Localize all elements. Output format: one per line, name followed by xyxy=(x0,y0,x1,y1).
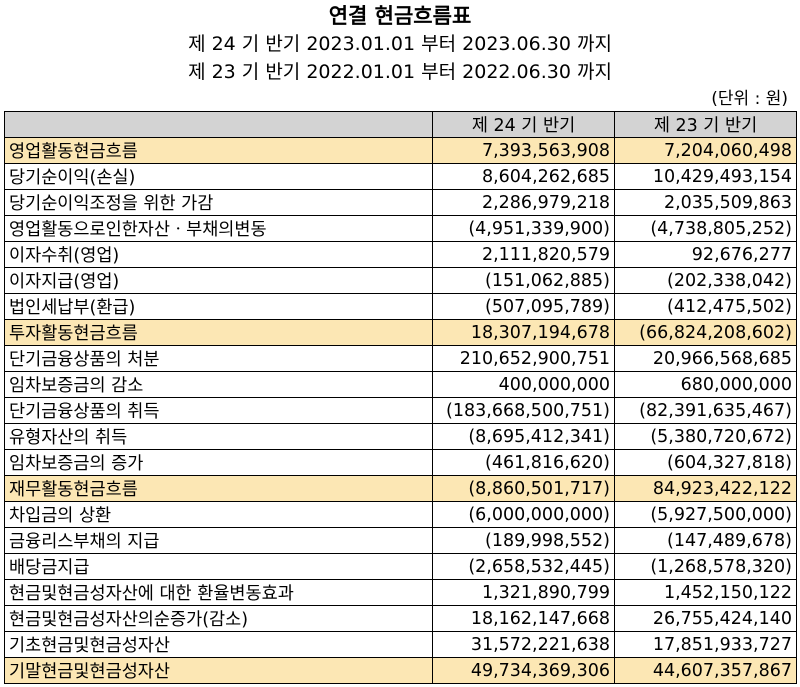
row-value-prior: (1,268,578,320) xyxy=(614,553,797,580)
row-value-prior: 92,676,277 xyxy=(614,241,797,268)
row-value-current: (4,951,339,900) xyxy=(432,215,615,242)
row-label: 이자지급(영업) xyxy=(4,267,433,294)
row-value-prior: 10,429,493,154 xyxy=(614,163,797,190)
header-blank-cell xyxy=(4,111,433,138)
table-row: 현금및현금성자산에 대한 환율변동효과 1,321,890,799 1,452,… xyxy=(4,579,797,606)
row-value-prior: 1,452,150,122 xyxy=(614,579,797,606)
row-label: 당기순이익(손실) xyxy=(4,163,433,190)
row-label: 임차보증금의 감소 xyxy=(4,371,433,398)
period-current: 제 24 기 반기 2023.01.01 부터 2023.06.30 까지 xyxy=(188,33,612,55)
row-value-prior: 680,000,000 xyxy=(614,371,797,398)
row-label: 투자활동현금흐름 xyxy=(4,319,433,346)
table-row: 단기금융상품의 처분 210,652,900,751 20,966,568,68… xyxy=(4,345,797,372)
row-value-current: (189,998,552) xyxy=(432,527,615,554)
row-value-prior: 17,851,933,727 xyxy=(614,631,797,658)
row-label: 금융리스부채의 지급 xyxy=(4,527,433,554)
row-value-current: (461,816,620) xyxy=(432,449,615,476)
row-value-prior: (412,475,502) xyxy=(614,293,797,320)
row-value-current: (8,860,501,717) xyxy=(432,475,615,502)
row-value-current: (151,062,885) xyxy=(432,267,615,294)
row-value-current: 31,572,221,638 xyxy=(432,631,615,658)
row-value-current: 400,000,000 xyxy=(432,371,615,398)
row-label: 기초현금및현금성자산 xyxy=(4,631,433,658)
row-value-current: (507,095,789) xyxy=(432,293,615,320)
row-value-prior: 7,204,060,498 xyxy=(614,137,797,164)
header-prior-period: 제 23 기 반기 xyxy=(614,111,797,138)
table-row: 임차보증금의 감소 400,000,000 680,000,000 xyxy=(4,371,797,398)
row-label: 법인세납부(환급) xyxy=(4,293,433,320)
row-value-current: 18,162,147,668 xyxy=(432,605,615,632)
table-row: 투자활동현금흐름 18,307,194,678 (66,824,208,602) xyxy=(4,319,797,346)
table-row: 이자수취(영업) 2,111,820,579 92,676,277 xyxy=(4,241,797,268)
table-row: 영업활동으로인한자산ㆍ부채의변동 (4,951,339,900) (4,738,… xyxy=(4,215,797,242)
statement-title: 연결 현금흐름표 xyxy=(328,4,472,28)
table-row: 단기금융상품의 취득 (183,668,500,751) (82,391,635… xyxy=(4,397,797,424)
row-label: 차입금의 상환 xyxy=(4,501,433,528)
row-label: 유형자산의 취득 xyxy=(4,423,433,450)
row-value-current: 18,307,194,678 xyxy=(432,319,615,346)
row-value-current: (6,000,000,000) xyxy=(432,501,615,528)
row-label: 당기순이익조정을 위한 가감 xyxy=(4,189,433,216)
row-value-prior: 2,035,509,863 xyxy=(614,189,797,216)
table-row: 유형자산의 취득 (8,695,412,341) (5,380,720,672) xyxy=(4,423,797,450)
row-label: 재무활동현금흐름 xyxy=(4,475,433,502)
table-row: 배당금지급 (2,658,532,445) (1,268,578,320) xyxy=(4,553,797,580)
row-value-current: 1,321,890,799 xyxy=(432,579,615,606)
row-value-prior: (4,738,805,252) xyxy=(614,215,797,242)
row-value-prior: (147,489,678) xyxy=(614,527,797,554)
row-value-current: (183,668,500,751) xyxy=(432,397,615,424)
row-value-prior: (82,391,635,467) xyxy=(614,397,797,424)
table-row: 차입금의 상환 (6,000,000,000) (5,927,500,000) xyxy=(4,501,797,528)
period-prior: 제 23 기 반기 2022.01.01 부터 2022.06.30 까지 xyxy=(188,61,612,83)
row-value-prior: (5,380,720,672) xyxy=(614,423,797,450)
row-value-prior: (604,327,818) xyxy=(614,449,797,476)
row-value-current: (8,695,412,341) xyxy=(432,423,615,450)
row-label: 배당금지급 xyxy=(4,553,433,580)
row-value-current: 2,286,979,218 xyxy=(432,189,615,216)
row-label: 영업활동현금흐름 xyxy=(4,137,433,164)
row-value-current: 8,604,262,685 xyxy=(432,163,615,190)
row-value-current: 210,652,900,751 xyxy=(432,345,615,372)
row-label: 현금및현금성자산에 대한 환율변동효과 xyxy=(4,579,433,606)
row-value-prior: 44,607,357,867 xyxy=(614,657,797,684)
row-label: 기말현금및현금성자산 xyxy=(4,657,433,684)
table-row: 당기순이익조정을 위한 가감 2,286,979,218 2,035,509,8… xyxy=(4,189,797,216)
row-value-prior: (5,927,500,000) xyxy=(614,501,797,528)
row-value-prior: (202,338,042) xyxy=(614,267,797,294)
row-label: 임차보증금의 증가 xyxy=(4,449,433,476)
row-value-current: (2,658,532,445) xyxy=(432,553,615,580)
table-row: 이자지급(영업) (151,062,885) (202,338,042) xyxy=(4,267,797,294)
table-row: 기초현금및현금성자산 31,572,221,638 17,851,933,727 xyxy=(4,631,797,658)
table-row: 영업활동현금흐름 7,393,563,908 7,204,060,498 xyxy=(4,137,797,164)
table-row: 현금및현금성자산의순증가(감소) 18,162,147,668 26,755,4… xyxy=(4,605,797,632)
row-label: 현금및현금성자산의순증가(감소) xyxy=(4,605,433,632)
row-value-current: 49,734,369,306 xyxy=(432,657,615,684)
row-value-current: 2,111,820,579 xyxy=(432,241,615,268)
row-value-prior: 26,755,424,140 xyxy=(614,605,797,632)
row-value-prior: 84,923,422,122 xyxy=(614,475,797,502)
table-row: 당기순이익(손실) 8,604,262,685 10,429,493,154 xyxy=(4,163,797,190)
row-value-prior: (66,824,208,602) xyxy=(614,319,797,346)
row-label: 이자수취(영업) xyxy=(4,241,433,268)
row-value-prior: 20,966,568,685 xyxy=(614,345,797,372)
table-row: 법인세납부(환급) (507,095,789) (412,475,502) xyxy=(4,293,797,320)
table-header-row: 제 24 기 반기 제 23 기 반기 xyxy=(4,111,797,138)
table-row: 금융리스부채의 지급 (189,998,552) (147,489,678) xyxy=(4,527,797,554)
table-row: 재무활동현금흐름 (8,860,501,717) 84,923,422,122 xyxy=(4,475,797,502)
cash-flow-table: 제 24 기 반기 제 23 기 반기 영업활동현금흐름 7,393,563,9… xyxy=(4,111,797,684)
row-label: 단기금융상품의 취득 xyxy=(4,397,433,424)
row-label: 단기금융상품의 처분 xyxy=(4,345,433,372)
table-row: 기말현금및현금성자산 49,734,369,306 44,607,357,867 xyxy=(4,657,797,684)
unit-label: (단위 : 원) xyxy=(711,89,788,109)
row-label: 영업활동으로인한자산ㆍ부채의변동 xyxy=(4,215,433,242)
header-current-period: 제 24 기 반기 xyxy=(432,111,615,138)
row-value-current: 7,393,563,908 xyxy=(432,137,615,164)
table-row: 임차보증금의 증가 (461,816,620) (604,327,818) xyxy=(4,449,797,476)
